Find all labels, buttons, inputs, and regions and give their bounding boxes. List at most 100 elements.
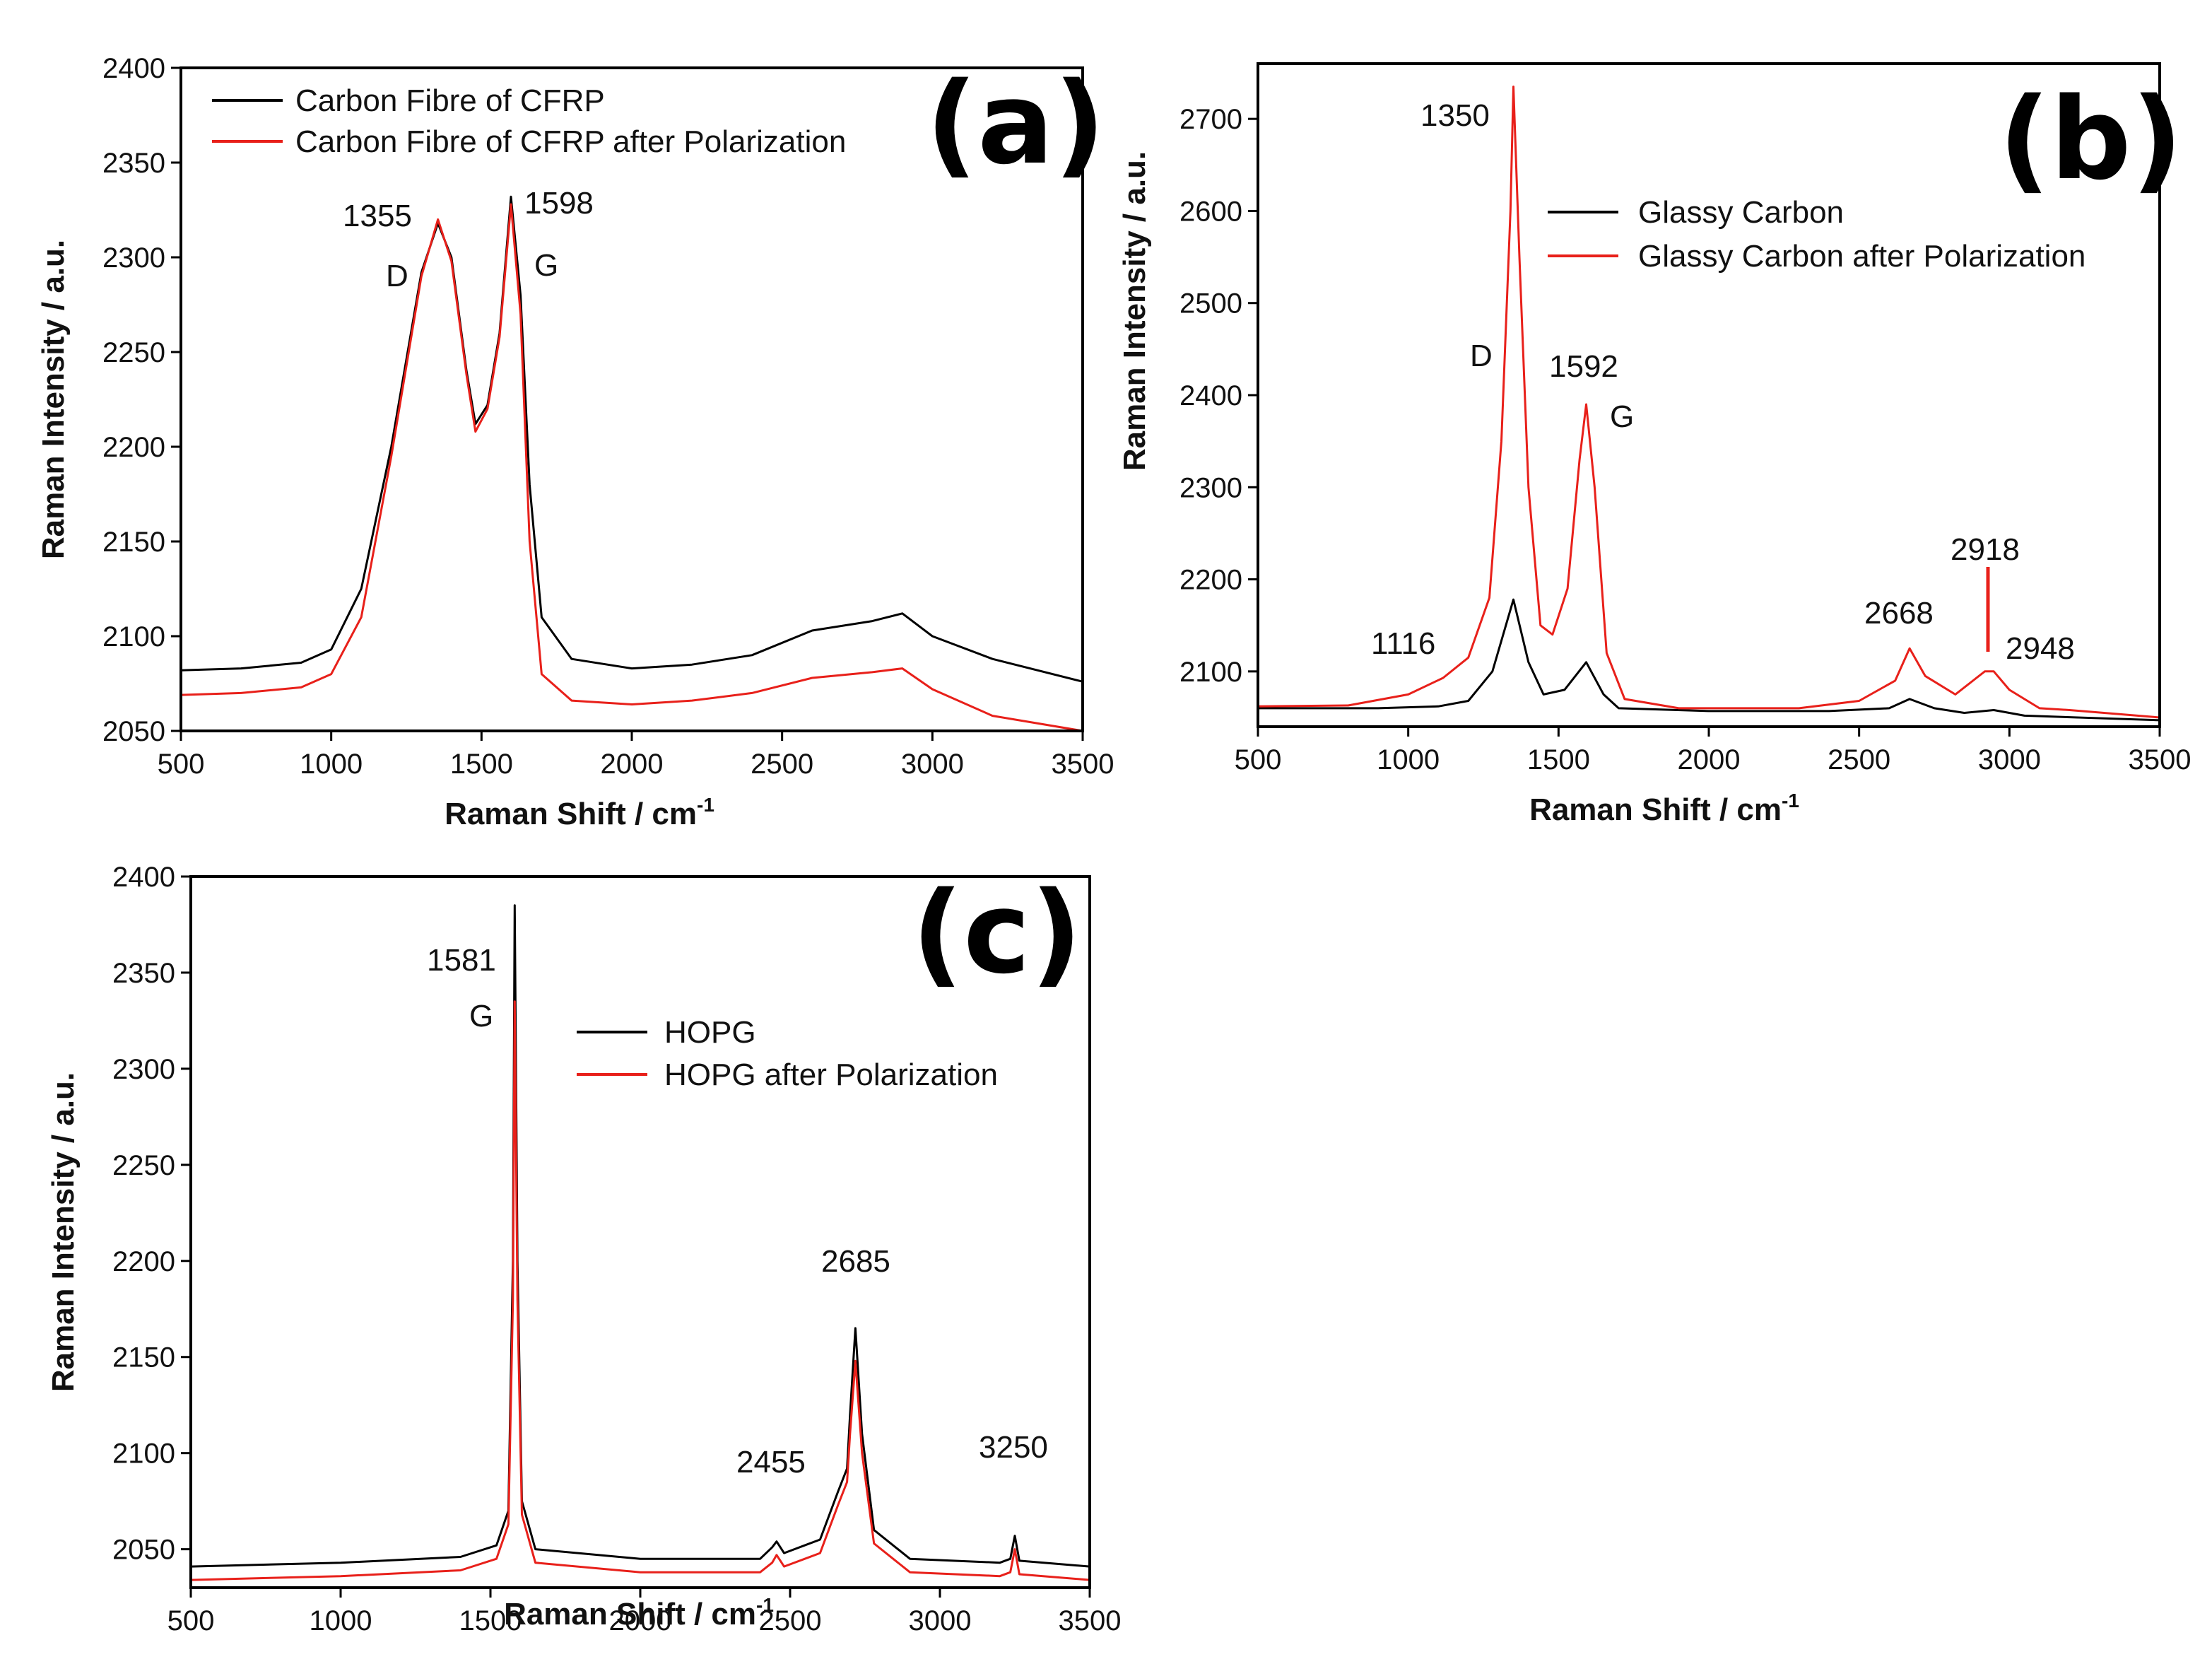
series-line-c-1 (190, 1000, 1090, 1581)
annotation-b-D: D (1470, 339, 1493, 373)
y-tick-label-c-1: 2100 (112, 1439, 175, 1470)
legend-label-a-1: Carbon Fibre of CFRP after Polarization (295, 124, 846, 159)
y-tick-label-a-7: 2400 (102, 53, 165, 84)
annotation-b-1116: 1116 (1371, 626, 1435, 661)
y-tick-label-b-1: 2200 (1179, 565, 1242, 596)
y-tick-label-b-3: 2400 (1179, 380, 1242, 411)
y-tick-label-b-0: 2100 (1179, 657, 1242, 688)
annotation-b-1592: 1592 (1549, 349, 1618, 384)
x-tick-label-b-6: 3500 (2129, 744, 2192, 775)
x-ticks-b: 500 1000 1500 2000 2500 3000 3500 (1235, 727, 2192, 775)
x-tick-label-b-5: 3000 (1978, 744, 2041, 775)
plot-area-c: 2050 2100 2150 2200 2250 2300 2350 2400 500 1000… (112, 862, 1121, 1636)
x-tick-label-c-0: 500 (167, 1605, 215, 1636)
x-tick-label-b-1: 1000 (1377, 744, 1440, 775)
y-tick-label-b-2: 2300 (1179, 472, 1242, 503)
x-axis-title-a: Raman Shift / cm-1 (445, 794, 714, 831)
series-line-a-1 (180, 203, 1083, 732)
x-axis-title-main-c: Raman Shift / cm (504, 1597, 756, 1631)
y-ticks-a: 2050 2100 2150 2200 2250 2300 2350 2400 (102, 53, 181, 747)
panel-label-a: (a) (926, 57, 1105, 189)
x-tick-label-a-4: 2500 (751, 749, 813, 780)
y-tick-label-c-7: 2400 (112, 862, 175, 893)
legend-label-c-1: HOPG after Polarization (664, 1057, 998, 1092)
annotation-b-2948: 2948 (2006, 631, 2075, 666)
annotation-b-2668: 2668 (1864, 596, 1934, 631)
x-tick-label-c-1: 1000 (310, 1605, 372, 1636)
annotation-a-G: G (534, 248, 558, 283)
annotation-c-3250: 3250 (979, 1430, 1048, 1465)
x-axis-title-b: Raman Shift / cm-1 (1529, 790, 1799, 827)
x-tick-label-a-5: 3000 (901, 749, 964, 780)
chart-panel-b: 2100 2200 2300 2400 2500 2600 2700 500 1000 1500… (1117, 62, 2192, 827)
annotation-c-2685: 2685 (821, 1244, 890, 1279)
series-line-c-0 (190, 904, 1090, 1568)
legend-a: Carbon Fibre of CFRP Carbon Fibre of CFR… (212, 83, 846, 159)
y-tick-label-a-0: 2050 (102, 716, 165, 747)
legend-b: Glassy Carbon Glassy Carbon after Polari… (1548, 195, 2085, 274)
annotation-a-D: D (386, 259, 408, 293)
chart-panel-a: 2050 2100 2150 2200 2250 2300 2350 2400 500 1000… (36, 53, 1114, 831)
y-tick-label-c-6: 2350 (112, 958, 175, 989)
y-ticks-b: 2100 2200 2300 2400 2500 2600 2700 (1179, 104, 1258, 688)
x-tick-label-b-2: 1500 (1527, 744, 1590, 775)
legend-label-b-1: Glassy Carbon after Polarization (1638, 239, 2085, 274)
x-axis-title-main-a: Raman Shift / cm (445, 797, 697, 831)
annotation-b-2918: 2918 (1951, 532, 2020, 567)
y-tick-label-b-5: 2600 (1179, 196, 1242, 227)
x-axis-title-sup-b: -1 (1782, 790, 1799, 812)
legend-label-b-0: Glassy Carbon (1638, 195, 1844, 230)
y-tick-label-b-6: 2700 (1179, 104, 1242, 135)
x-tick-label-a-3: 2000 (601, 749, 664, 780)
x-tick-label-b-3: 2000 (1678, 744, 1741, 775)
y-tick-label-a-6: 2350 (102, 148, 165, 179)
y-tick-label-c-4: 2250 (112, 1150, 175, 1181)
x-axis-title-sup-a: -1 (697, 794, 714, 816)
series-line-b-1 (1257, 86, 2160, 719)
x-ticks-c: 500 1000 1500 2000 2500 3000 3500 (167, 1588, 1122, 1636)
x-tick-label-a-1: 1000 (300, 749, 363, 780)
panel-label-c: (c) (912, 867, 1082, 999)
x-tick-label-c-3: 2000 (609, 1605, 672, 1636)
x-tick-label-c-4: 2500 (759, 1605, 822, 1636)
legend-label-a-0: Carbon Fibre of CFRP (295, 83, 605, 118)
y-tick-label-b-4: 2500 (1179, 288, 1242, 320)
y-tick-label-a-5: 2300 (102, 242, 165, 274)
legend-c: HOPG HOPG after Polarization (577, 1015, 998, 1092)
y-axis-title-c: Raman Intensity / a.u. (46, 1072, 81, 1392)
annotation-c-G: G (469, 999, 493, 1033)
x-axis-title-main-b: Raman Shift / cm (1529, 792, 1782, 827)
y-ticks-c: 2050 2100 2150 2200 2250 2300 2350 2400 (112, 862, 191, 1566)
y-axis-title-b: Raman Intensity / a.u. (1117, 151, 1152, 471)
annotation-a-1598: 1598 (524, 186, 594, 221)
series-lines-b (1257, 86, 2160, 722)
x-ticks-a: 500 1000 1500 2000 2500 3000 3500 (158, 731, 1114, 780)
plot-area-b: 2100 2200 2300 2400 2500 2600 2700 500 1000 1500… (1179, 62, 2192, 775)
x-tick-label-c-6: 3500 (1059, 1605, 1122, 1636)
x-tick-label-b-4: 2500 (1828, 744, 1890, 775)
y-tick-label-a-4: 2250 (102, 337, 165, 368)
x-tick-label-a-6: 3500 (1052, 749, 1114, 780)
y-axis-title-a: Raman Intensity / a.u. (36, 240, 71, 559)
y-tick-label-a-1: 2100 (102, 621, 165, 652)
legend-label-c-0: HOPG (664, 1015, 756, 1050)
y-tick-label-c-0: 2050 (112, 1535, 175, 1566)
x-tick-label-b-0: 500 (1235, 744, 1282, 775)
series-lines-c (190, 904, 1090, 1581)
series-line-b-0 (1258, 598, 2160, 722)
y-tick-label-c-3: 2200 (112, 1246, 175, 1277)
panel-label-b: (b) (1999, 73, 2183, 205)
annotation-c-1581: 1581 (427, 943, 496, 978)
annotation-c-2455: 2455 (736, 1445, 806, 1480)
annotation-b-1350: 1350 (1420, 98, 1490, 133)
annotation-a-1355: 1355 (343, 199, 412, 233)
y-tick-label-c-2: 2150 (112, 1342, 175, 1373)
plot-area-a: 2050 2100 2150 2200 2250 2300 2350 2400 500 1000… (102, 53, 1114, 780)
annotation-b-G: G (1610, 399, 1634, 434)
x-tick-label-a-2: 1500 (450, 749, 513, 780)
x-axis-title-sup-c: -1 (756, 1594, 774, 1616)
y-tick-label-c-5: 2300 (112, 1054, 175, 1085)
x-tick-label-c-5: 3000 (909, 1605, 972, 1636)
x-axis-title-c: Raman Shift / cm-1 (504, 1594, 774, 1631)
series-line-a-0 (180, 195, 1083, 683)
